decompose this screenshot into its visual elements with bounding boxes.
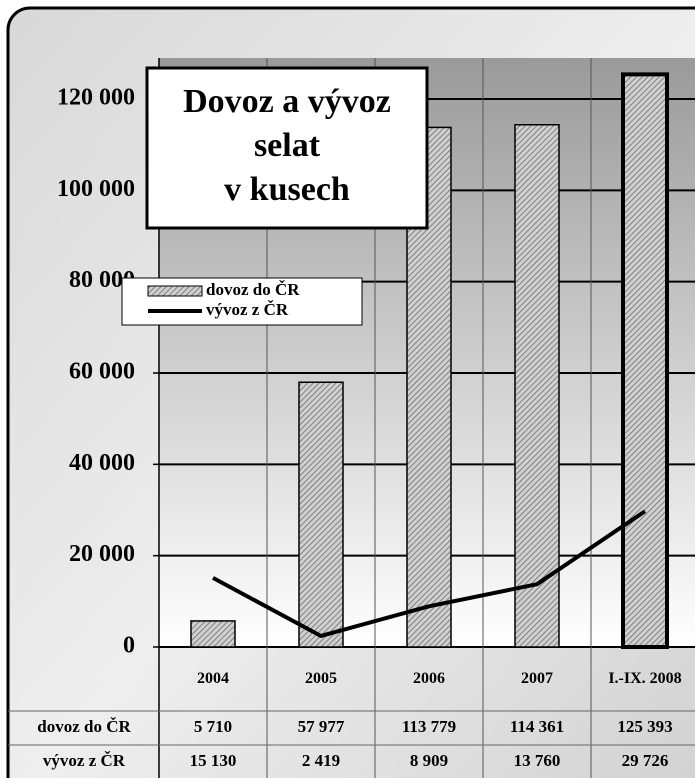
table-value: 114 361 (510, 717, 564, 736)
x-tick-label: 2005 (305, 670, 337, 687)
table-value: 125 393 (617, 717, 672, 736)
line (212, 509, 647, 638)
x-tick-label: 2006 (413, 670, 445, 687)
x-tick-label: 2004 (197, 670, 229, 687)
x-tick-label: 2007 (521, 670, 553, 687)
table-value: 57 977 (298, 717, 345, 736)
y-tick-label: 40 000 (69, 450, 135, 476)
y-tick-label: 0 (123, 633, 135, 659)
bar (298, 381, 344, 648)
table-row-label: dovoz do ČR (37, 717, 131, 736)
bar (621, 72, 669, 650)
y-tick-label: 60 000 (69, 359, 135, 385)
legend-label: dovoz do ČR (206, 280, 300, 299)
table-row-label: vývoz z ČR (43, 751, 126, 770)
chart-title-box: Dovoz a vývoz selat v kusech (183, 83, 391, 208)
table-value: 8 909 (410, 751, 448, 770)
y-tick-label: 20 000 (69, 541, 135, 567)
y-tick-label: 120 000 (57, 85, 135, 111)
bar (514, 124, 560, 648)
title-box (145, 66, 429, 230)
x-tick-label: I.-IX. 2008 (608, 670, 682, 687)
legend-label: vývoz z ČR (206, 300, 289, 319)
y-tick-label: 100 000 (57, 176, 135, 202)
x-tick-label-box: 2004 (197, 670, 229, 687)
table-value: 5 710 (194, 717, 232, 736)
x-tick-label-box: 2005 (305, 670, 337, 687)
table-value: 13 760 (514, 751, 561, 770)
table-value: 15 130 (190, 751, 237, 770)
table-value: 29 726 (622, 751, 669, 770)
table-value: 2 419 (302, 751, 340, 770)
chart-title: Dovoz a vývoz selat v kusech (183, 83, 391, 208)
x-tick-label-box: I.-IX. 2008 (608, 670, 682, 687)
table-value: 113 779 (402, 717, 456, 736)
legend-swatch (147, 285, 203, 297)
bar (190, 620, 236, 648)
x-tick-label-box: 2007 (521, 670, 553, 687)
x-tick-label-box: 2006 (413, 670, 445, 687)
